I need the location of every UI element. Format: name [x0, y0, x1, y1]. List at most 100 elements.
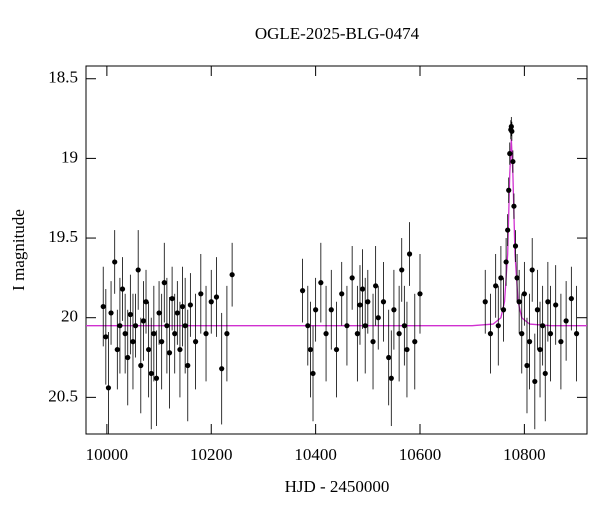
data-point	[406, 251, 413, 257]
data-point	[146, 346, 152, 353]
data-point	[161, 280, 167, 286]
data-point	[203, 331, 209, 337]
data-point	[365, 299, 371, 305]
data-point	[568, 295, 574, 302]
data-point	[542, 370, 548, 377]
data-point	[386, 354, 392, 361]
x-tick-label: 10400	[294, 445, 337, 464]
data-point	[318, 280, 324, 286]
data-point	[532, 378, 538, 385]
data-point	[307, 346, 314, 353]
x-tick-label: 10200	[190, 445, 233, 464]
y-tick-label: 20.5	[48, 386, 78, 405]
data-point	[493, 283, 499, 289]
data-point	[166, 350, 173, 356]
data-point	[401, 323, 407, 329]
y-axis-label: I magnitude	[9, 209, 28, 291]
data-point	[219, 366, 225, 372]
data-point	[127, 311, 133, 318]
data-point	[521, 291, 527, 297]
data-point	[156, 310, 162, 316]
data-point	[545, 299, 551, 305]
data-point	[135, 267, 141, 273]
data-point	[339, 291, 345, 297]
data-point	[213, 294, 220, 300]
data-point	[498, 275, 504, 281]
data-point	[509, 128, 515, 134]
data-point	[495, 323, 501, 329]
data-point	[349, 275, 355, 281]
data-point	[140, 318, 147, 324]
y-tick-label: 19.5	[48, 227, 78, 246]
data-point	[208, 299, 214, 305]
data-point	[487, 331, 494, 337]
y-tick-label: 20	[61, 307, 78, 326]
data-point	[174, 310, 180, 316]
data-point	[305, 323, 311, 329]
data-point	[192, 339, 199, 345]
data-point	[505, 227, 511, 233]
data-point	[122, 331, 128, 337]
data-point	[512, 243, 519, 249]
y-tick-label: 18.5	[48, 68, 78, 87]
data-point	[105, 385, 112, 391]
data-point	[198, 291, 204, 297]
data-point	[508, 123, 514, 130]
data-point	[529, 267, 535, 273]
data-point	[169, 295, 175, 302]
data-point	[526, 339, 533, 345]
data-point	[313, 307, 319, 313]
data-point	[563, 318, 569, 324]
x-tick-label: 10000	[86, 445, 129, 464]
data-point	[519, 331, 525, 337]
data-point	[514, 275, 520, 281]
data-point	[396, 331, 402, 337]
data-point	[573, 331, 580, 337]
plot-frame	[85, 65, 588, 435]
data-point	[310, 370, 316, 377]
data-point	[558, 339, 564, 345]
data-point	[130, 339, 136, 345]
data-point	[412, 339, 418, 345]
data-point	[125, 354, 131, 361]
data-point	[151, 331, 157, 337]
data-point	[370, 339, 376, 345]
data-point	[503, 259, 509, 265]
data-point	[182, 323, 188, 329]
data-point	[362, 323, 368, 329]
data-point	[404, 346, 410, 353]
data-point	[537, 346, 543, 353]
x-axis-label: HJD - 2450000	[285, 477, 390, 496]
model-curve	[86, 139, 587, 327]
data-point	[103, 334, 109, 340]
data-point	[164, 323, 170, 329]
data-point	[114, 346, 120, 353]
data-point	[328, 307, 334, 313]
data-point	[112, 259, 118, 265]
data-point	[108, 310, 114, 316]
data-point	[117, 323, 123, 329]
data-point	[510, 158, 516, 165]
data-point	[187, 302, 193, 308]
data-point	[323, 331, 329, 337]
data-point	[417, 291, 423, 297]
data-point	[143, 299, 149, 305]
data-point	[359, 286, 366, 292]
data-point	[357, 302, 363, 308]
data-point	[524, 362, 530, 369]
data-point	[185, 362, 191, 369]
data-point	[553, 302, 559, 308]
data-point	[534, 307, 541, 313]
data-point	[159, 339, 165, 345]
data-point	[224, 331, 230, 337]
data-point	[511, 203, 517, 209]
data-point	[177, 346, 183, 353]
data-point	[354, 331, 360, 337]
chart-title: OGLE-2025-BLG-0474	[255, 24, 420, 43]
data-point	[516, 299, 522, 305]
data-point	[373, 283, 379, 289]
data-point	[482, 299, 488, 305]
data-point	[391, 307, 397, 313]
data-point	[380, 299, 387, 305]
data-point	[500, 307, 507, 313]
